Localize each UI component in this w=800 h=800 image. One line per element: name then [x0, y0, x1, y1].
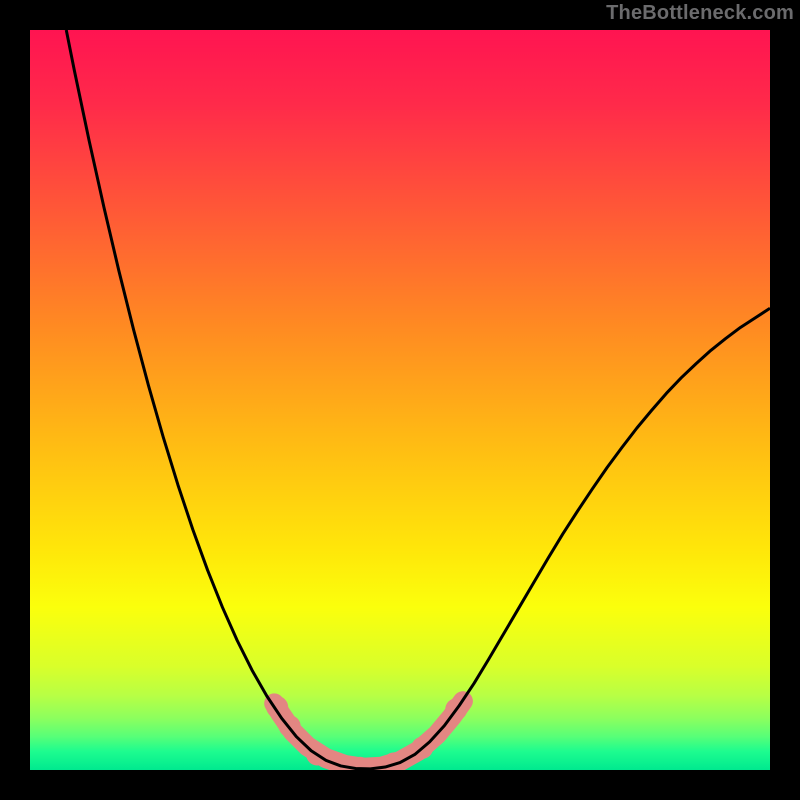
watermark-text: TheBottleneck.com — [606, 2, 794, 25]
main-curve — [66, 30, 770, 769]
bottleneck-curve-plot — [0, 0, 800, 800]
chart-frame: TheBottleneck.com — [0, 0, 800, 800]
